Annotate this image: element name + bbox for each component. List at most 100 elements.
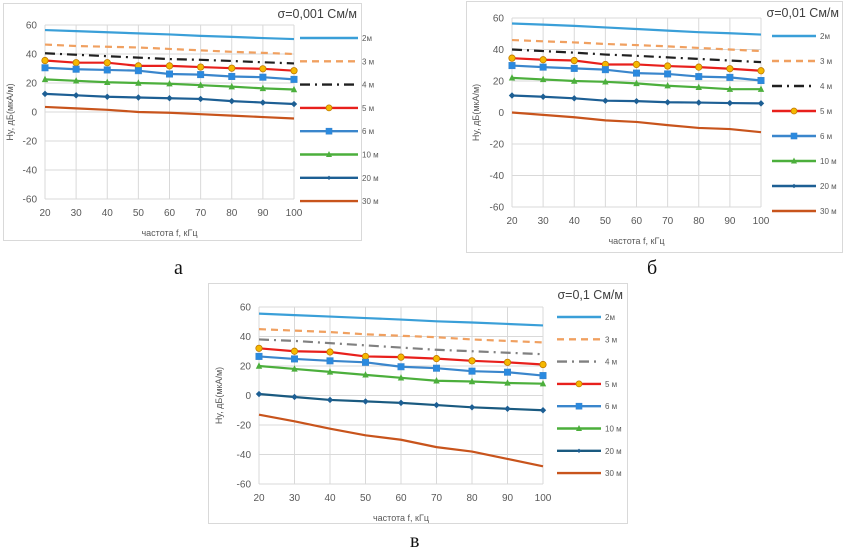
y-tick-label: 60 bbox=[493, 14, 505, 25]
legend-marker bbox=[325, 104, 333, 112]
legend-label: 2м bbox=[605, 313, 615, 322]
series-line bbox=[44, 52, 295, 65]
legend-item: 30 м bbox=[557, 469, 622, 478]
series-6м bbox=[41, 64, 298, 83]
y-tick-label: 40 bbox=[26, 50, 38, 61]
data-point bbox=[197, 71, 205, 79]
y-tick-label: -20 bbox=[490, 140, 505, 151]
x-tick-label: 40 bbox=[569, 216, 581, 227]
data-point bbox=[508, 92, 516, 99]
data-point bbox=[433, 401, 440, 409]
data-point bbox=[290, 67, 298, 75]
x-tick-label: 40 bbox=[324, 493, 336, 504]
series-line bbox=[511, 48, 762, 64]
data-point bbox=[166, 95, 173, 102]
series-line bbox=[258, 413, 544, 468]
series-20м bbox=[41, 90, 298, 108]
data-point bbox=[72, 77, 80, 84]
data-point bbox=[757, 100, 765, 107]
legend-item: 3 м bbox=[772, 57, 832, 66]
series-line bbox=[511, 38, 762, 53]
data-point bbox=[539, 63, 547, 71]
y-tick-label: -60 bbox=[490, 203, 505, 214]
data-point bbox=[468, 367, 476, 375]
legend-label: 6 м bbox=[362, 127, 374, 136]
series-2м bbox=[258, 312, 544, 327]
data-point bbox=[397, 353, 405, 361]
x-tick-label: 70 bbox=[431, 493, 443, 504]
x-tick-label: 90 bbox=[724, 216, 736, 227]
y-tick-label: 0 bbox=[31, 108, 37, 119]
legend-label: 4 м bbox=[820, 82, 832, 91]
data-point bbox=[503, 358, 512, 366]
x-tick-label: 100 bbox=[535, 493, 552, 504]
y-tick-label: 0 bbox=[245, 391, 251, 402]
series-line bbox=[258, 338, 544, 356]
legend-item: 4 м bbox=[772, 82, 832, 91]
legend-item: 4 м bbox=[300, 81, 374, 90]
data-point bbox=[228, 82, 235, 90]
series-6м bbox=[255, 352, 547, 380]
legend-label: 30 м bbox=[605, 469, 622, 478]
x-tick-label: 50 bbox=[600, 216, 612, 227]
legend-item: 2м bbox=[300, 34, 372, 43]
grid bbox=[511, 17, 762, 208]
data-point bbox=[433, 377, 440, 384]
series-5м bbox=[508, 54, 765, 75]
data-point bbox=[508, 74, 516, 81]
data-point bbox=[72, 65, 80, 73]
legend-item: 2м bbox=[772, 32, 830, 41]
series-line bbox=[44, 105, 295, 120]
data-point bbox=[602, 78, 609, 85]
series-line bbox=[258, 312, 544, 327]
legend-label: 3 м bbox=[605, 335, 617, 344]
series-line bbox=[511, 22, 762, 36]
series-10м bbox=[255, 362, 547, 387]
caption-b: б bbox=[647, 257, 658, 279]
x-tick-label: 70 bbox=[195, 208, 207, 219]
data-point bbox=[72, 59, 80, 67]
legend-label: 3 м bbox=[820, 57, 832, 66]
data-point bbox=[664, 99, 671, 106]
data-point bbox=[539, 75, 547, 83]
x-axis-title: частота f, кГц bbox=[141, 228, 197, 238]
data-point bbox=[255, 352, 263, 360]
y-axis-title: Hy, дБ(мкА/м) bbox=[214, 367, 224, 424]
x-tick-label: 90 bbox=[257, 208, 269, 219]
y-tick-label: -60 bbox=[23, 195, 38, 206]
legend-item: 3 м bbox=[300, 57, 374, 66]
data-point bbox=[539, 93, 547, 100]
series-2м bbox=[511, 22, 762, 36]
data-point bbox=[326, 368, 334, 375]
x-tick-label: 80 bbox=[693, 216, 705, 227]
legend-marker bbox=[791, 183, 797, 189]
legend-marker bbox=[790, 132, 798, 140]
legend-marker bbox=[326, 151, 332, 157]
x-tick-label: 30 bbox=[538, 216, 550, 227]
legend-item: 10 м bbox=[300, 151, 379, 160]
data-point bbox=[397, 399, 405, 407]
series-2м bbox=[44, 28, 295, 41]
x-axis-title: частота f, кГц bbox=[373, 513, 429, 523]
legend-label: 3 м bbox=[362, 57, 374, 66]
data-point bbox=[726, 99, 734, 107]
legend-item: 5 м bbox=[772, 107, 832, 116]
data-point bbox=[757, 85, 765, 92]
series-4м bbox=[258, 338, 544, 356]
data-point bbox=[228, 64, 236, 72]
series-4м bbox=[44, 52, 295, 65]
series-10м bbox=[508, 74, 765, 92]
data-point bbox=[508, 62, 516, 70]
data-point bbox=[468, 404, 476, 411]
data-point bbox=[104, 93, 111, 100]
data-point bbox=[468, 357, 476, 365]
data-point bbox=[539, 407, 547, 414]
legend-item: 10 м bbox=[557, 425, 622, 434]
x-tick-label: 90 bbox=[502, 493, 514, 504]
legend-label: 30 м bbox=[362, 197, 379, 206]
y-tick-label: 60 bbox=[240, 303, 252, 314]
data-point bbox=[362, 398, 369, 405]
data-point bbox=[539, 372, 547, 380]
legend-label: 4 м bbox=[605, 358, 617, 367]
data-point bbox=[255, 390, 263, 398]
